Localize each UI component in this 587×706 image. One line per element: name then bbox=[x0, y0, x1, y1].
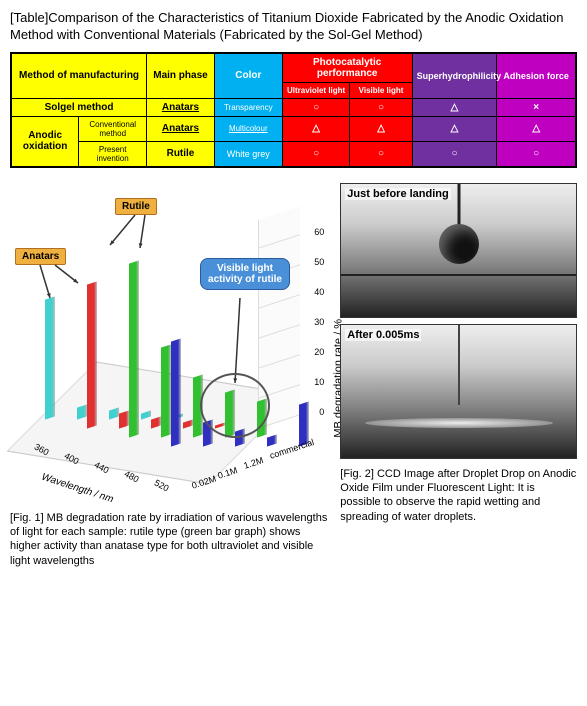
hdr-hydro: Superhydrophilicity bbox=[412, 53, 497, 99]
cell: △ bbox=[350, 116, 412, 141]
surface-line bbox=[341, 274, 576, 276]
cell: ○ bbox=[497, 141, 576, 167]
needle-icon bbox=[458, 325, 460, 405]
hdr-uv: Ultraviolet light bbox=[282, 82, 350, 98]
table-row: Anodic oxidation Conventional method Ana… bbox=[11, 116, 576, 141]
cell: ○ bbox=[350, 141, 412, 167]
cell: Multicolour bbox=[214, 116, 282, 141]
cell: Conventional method bbox=[79, 116, 147, 141]
table-row: Solgel method Anatars Transparency ○ ○ △… bbox=[11, 98, 576, 116]
ccd-image-before: Just before landing bbox=[340, 183, 577, 318]
bar-chart-3d: 01020304050603604004404805200.02M0.1M1.2… bbox=[10, 183, 330, 503]
cell: Anatars bbox=[147, 98, 215, 116]
cell: Rutile bbox=[147, 141, 215, 167]
arrow-icon bbox=[10, 183, 330, 503]
droplet-icon bbox=[439, 224, 479, 264]
cell: ○ bbox=[412, 141, 497, 167]
cell: △ bbox=[497, 116, 576, 141]
spread-icon bbox=[365, 418, 553, 428]
cell: ○ bbox=[350, 98, 412, 116]
table-row: Present invention Rutile White grey ○ ○ … bbox=[11, 141, 576, 167]
ccd-label: Just before landing bbox=[345, 188, 450, 200]
highlight-circle bbox=[200, 373, 270, 438]
fig1-caption: [Fig. 1] MB degradation rate by irradiat… bbox=[10, 511, 330, 568]
hdr-vis: Visible light bbox=[350, 82, 412, 98]
cell: Solgel method bbox=[11, 98, 147, 116]
cell: △ bbox=[412, 98, 497, 116]
cell: Transparency bbox=[214, 98, 282, 116]
cell: ○ bbox=[282, 141, 350, 167]
hdr-method: Method of manufacturing bbox=[11, 53, 147, 99]
ccd-label: After 0.005ms bbox=[345, 329, 421, 341]
hdr-photo: Photocatalytic performance bbox=[282, 53, 412, 83]
cell: Anodic oxidation bbox=[11, 116, 79, 167]
cell: △ bbox=[412, 116, 497, 141]
cell: ○ bbox=[282, 98, 350, 116]
ccd-image-after: After 0.005ms bbox=[340, 324, 577, 459]
page-title: [Table]Comparison of the Characteristics… bbox=[10, 10, 577, 44]
hdr-adh: Adhesion force bbox=[497, 53, 576, 99]
comparison-table: Method of manufacturing Main phase Color… bbox=[10, 52, 577, 168]
cell: △ bbox=[282, 116, 350, 141]
hdr-phase: Main phase bbox=[147, 53, 215, 99]
cell: Anatars bbox=[147, 116, 215, 141]
fig2-caption: [Fig. 2] CCD Image after Droplet Drop on… bbox=[340, 467, 577, 524]
cell: White grey bbox=[214, 141, 282, 167]
cell: × bbox=[497, 98, 576, 116]
hdr-color: Color bbox=[214, 53, 282, 99]
cell: Present invention bbox=[79, 141, 147, 167]
